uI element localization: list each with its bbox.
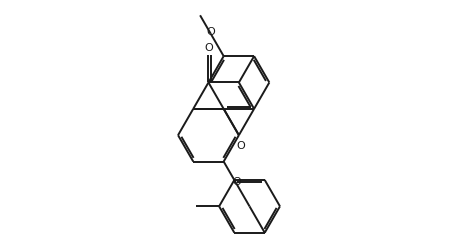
Text: O: O <box>236 141 245 151</box>
Text: O: O <box>204 43 213 53</box>
Text: O: O <box>232 177 241 187</box>
Text: O: O <box>207 27 215 37</box>
